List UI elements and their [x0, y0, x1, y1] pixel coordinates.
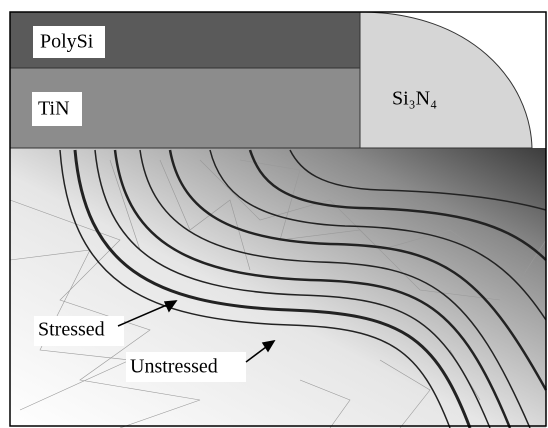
stressed-label: Stressed: [38, 319, 105, 341]
tin-label: TiN: [38, 98, 70, 120]
si3n4-spacer: [360, 12, 532, 148]
diagram: PolySi TiN Si₃N₄ Stressed Unstressed: [0, 0, 548, 428]
si3n4-label: Si₃N₄: [392, 88, 437, 110]
polysi-label: PolySi: [40, 31, 94, 53]
page: PolySi TiN Si₃N₄ Stressed Unstressed (()…: [0, 0, 548, 428]
unstressed-label: Unstressed: [130, 356, 218, 378]
